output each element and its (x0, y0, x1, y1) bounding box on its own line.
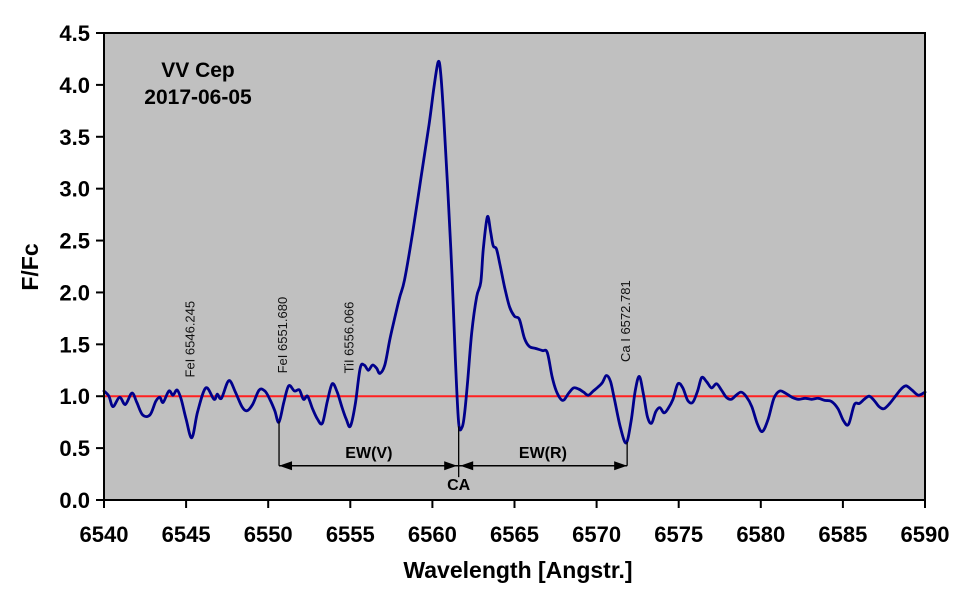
ew-arrowhead (444, 461, 458, 471)
ew-r-label: EW(R) (519, 445, 567, 462)
line-id-label: FeI 6551.680 (275, 297, 290, 374)
line-id-label: TiI 6556.066 (342, 302, 357, 374)
x-tick-label: 6560 (408, 522, 457, 547)
x-tick-label: 6545 (162, 522, 211, 547)
annotations-layer: FeI 6546.245 FeI 6551.680 TiI 6556.066 Ca I… (182, 280, 632, 494)
x-tick-label: 6590 (901, 522, 950, 547)
spectrum-layer (102, 59, 927, 445)
y-tick-label: 4.5 (59, 21, 90, 46)
ca-label: CA (447, 477, 471, 494)
plot-area-border (103, 32, 926, 501)
x-tick-label: 6565 (490, 522, 539, 547)
y-tick-label: 4.0 (59, 73, 90, 98)
x-tick-label: 6575 (654, 522, 703, 547)
y-tick-label: 2.0 (59, 280, 90, 305)
x-tick-label: 6570 (572, 522, 621, 547)
line-id-label: Ca I 6572.781 (618, 280, 633, 362)
y-tick-label: 3.5 (59, 125, 90, 150)
ew-arrowhead (460, 461, 474, 471)
x-tick-label: 6580 (736, 522, 785, 547)
y-tick-label: 2.5 (59, 229, 90, 254)
chart-title-date: 2017-06-05 (144, 86, 252, 109)
y-tick-label: 1.0 (59, 384, 90, 409)
axes-ticks: 0.0 0.5 1.0 1.5 2.0 2.5 3.0 3.5 4.0 4.5 6540 6545 65… (59, 21, 949, 547)
y-tick-label: 0.5 (59, 436, 90, 461)
spectrum-curve (102, 59, 927, 445)
ew-arrowhead (614, 461, 628, 471)
x-tick-label: 6550 (244, 522, 293, 547)
ew-arrowhead (279, 461, 293, 471)
plot-area-background (104, 33, 925, 500)
x-tick-label: 6540 (80, 522, 129, 547)
ew-v-label: EW(V) (345, 445, 392, 462)
y-tick-label: 1.5 (59, 332, 90, 357)
x-tick-label: 6585 (818, 522, 867, 547)
line-id-label: FeI 6546.245 (182, 301, 197, 378)
x-tick-label: 6555 (326, 522, 375, 547)
x-axis-title: Wavelength [Angstr.] (403, 557, 632, 583)
y-axis-title: F/Fc (17, 243, 43, 290)
chart-title-object: VV Cep (161, 59, 235, 82)
y-tick-label: 3.0 (59, 177, 90, 202)
y-tick-label: 0.0 (59, 488, 90, 513)
